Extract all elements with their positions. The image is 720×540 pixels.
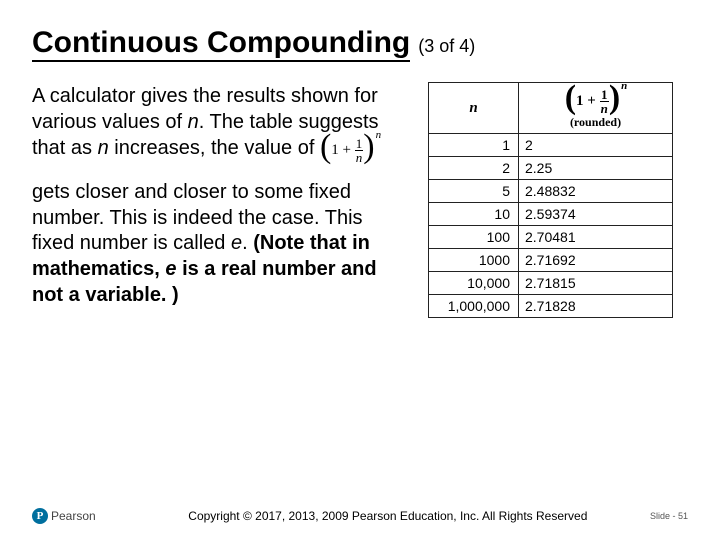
logo-icon: P [32,508,48,524]
formula-close: ) [363,138,374,155]
table-row: 102.59374 [429,203,673,226]
table-header-row: n (1 + 1n)n (rounded) [429,83,673,134]
table-row: 52.48832 [429,180,673,203]
hf-close: ) [609,89,620,106]
header-formula-expr: (1 + 1n)n [565,88,627,115]
p1-text-c: increases, the value of [109,137,320,159]
cell-n: 10,000 [429,272,519,295]
frac-den: n [355,151,364,164]
slide-number: Slide - 51 [650,511,688,521]
table-row: 22.25 [429,157,673,180]
footer: P Pearson Copyright © 2017, 2013, 2009 P… [0,508,720,524]
cell-v: 2.59374 [519,203,673,226]
copyright-text: Copyright © 2017, 2013, 2009 Pearson Edu… [96,509,650,523]
table-container: n (1 + 1n)n (rounded) 12 22.25 52.48832 … [428,82,678,318]
logo-text: Pearson [51,509,96,523]
p2-bold-e: e [165,258,176,280]
frac-num: 1 [355,137,364,151]
cell-v: 2.25 [519,157,673,180]
cell-n: 2 [429,157,519,180]
table-body: 12 22.25 52.48832 102.59374 1002.70481 1… [429,134,673,318]
table-row: 1002.70481 [429,226,673,249]
cell-n: 5 [429,180,519,203]
publisher-logo: P Pearson [32,508,96,524]
cell-v: 2.48832 [519,180,673,203]
table-row: 1,000,0002.71828 [429,295,673,318]
title-row: Continuous Compounding (3 of 4) [32,26,688,62]
paragraph-2: gets closer and closer to some fixed num… [32,180,410,308]
cell-v: 2 [519,134,673,157]
header-formula: (1 + 1n)n (rounded) [519,83,673,134]
formula-one: 1 [331,142,339,158]
p1-var-n: n [188,111,199,133]
formula-open: ( [320,138,331,155]
cell-v: 2.70481 [519,226,673,249]
cell-v: 2.71828 [519,295,673,318]
cell-n: 10 [429,203,519,226]
cell-n: 1 [429,134,519,157]
cell-v: 2.71815 [519,272,673,295]
hf-frac: 1n [600,88,609,115]
hf-den: n [600,102,609,115]
table-row: 10,0002.71815 [429,272,673,295]
cell-n: 1000 [429,249,519,272]
cell-n: 1,000,000 [429,295,519,318]
header-n: n [429,83,519,134]
p2-var-e: e [231,232,242,254]
hf-num: 1 [600,88,609,102]
slide-subtitle: (3 of 4) [418,36,475,57]
p1-var-n2: n [98,137,109,159]
p2-text-b: . [242,232,253,254]
hf-one: 1 [576,93,584,109]
formula-exp: n [376,129,382,141]
hf-open: ( [565,89,576,106]
hf-exp: n [621,80,627,92]
slide: Continuous Compounding (3 of 4) A calcul… [0,0,720,540]
cell-n: 100 [429,226,519,249]
slide-title: Continuous Compounding [32,26,410,62]
content-row: A calculator gives the results shown for… [32,84,688,318]
cell-v: 2.71692 [519,249,673,272]
formula-fraction: 1n [355,137,364,164]
table-row: 10002.71692 [429,249,673,272]
formula-plus: + [343,142,351,158]
header-rounded: (rounded) [525,115,666,130]
values-table: n (1 + 1n)n (rounded) 12 22.25 52.48832 … [428,82,673,318]
hf-plus: + [587,93,596,109]
inline-formula: (1 + 1n)n [320,137,380,164]
table-row: 12 [429,134,673,157]
body-text: A calculator gives the results shown for… [32,84,410,318]
paragraph-1: A calculator gives the results shown for… [32,84,410,162]
